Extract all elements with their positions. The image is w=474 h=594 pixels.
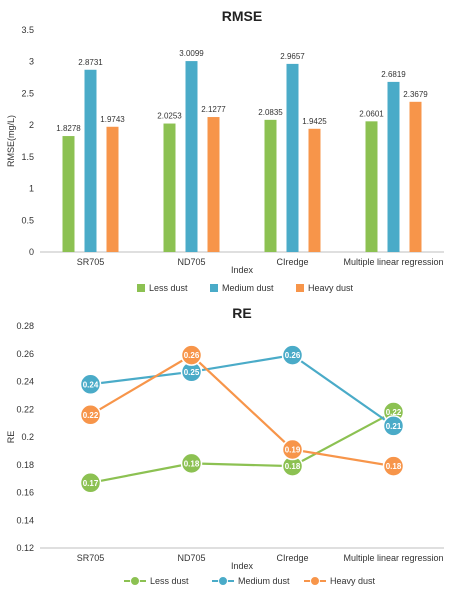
re-data-label: 0.18 — [285, 462, 301, 471]
rmse-x-tick: ND705 — [177, 257, 205, 267]
rmse-bar — [62, 136, 75, 252]
re-point-marker — [382, 455, 405, 477]
re-y-tick: 0.18 — [16, 460, 34, 470]
re-legend-marker — [218, 576, 228, 586]
rmse-x-tick: Multiple linear regression — [343, 257, 443, 267]
rmse-data-label: 1.9743 — [100, 115, 125, 124]
rmse-y-tick: 0.5 — [21, 215, 34, 225]
re-series-line — [90, 411, 395, 484]
rmse-data-label: 1.9425 — [302, 117, 327, 126]
re-data-label: 0.17 — [83, 479, 99, 488]
re-y-tick: 0.26 — [16, 349, 34, 359]
rmse-bar — [286, 63, 299, 252]
re-x-tick: Multiple linear regression — [343, 553, 443, 563]
re-legend-marker — [310, 576, 320, 586]
re-data-label: 0.18 — [184, 459, 200, 468]
re-legend-label: Less dust — [150, 576, 189, 586]
re-data-label: 0.25 — [184, 368, 200, 377]
rmse-bar — [185, 61, 198, 253]
re-x-axis-label: Index — [231, 561, 254, 571]
re-series-line — [89, 353, 394, 468]
rmse-y-tick: 3 — [29, 57, 34, 67]
re-y-tick: 0.28 — [16, 321, 34, 331]
rmse-data-label: 2.8731 — [78, 58, 103, 67]
re-title: RE — [232, 305, 251, 321]
re-y-tick: 0.14 — [16, 515, 34, 525]
rmse-y-tick: 3.5 — [21, 25, 34, 35]
rmse-x-tick: CIredge — [276, 257, 308, 267]
re-data-label: 0.21 — [386, 422, 402, 431]
rmse-data-label: 2.1277 — [201, 105, 226, 114]
rmse-legend-label: Less dust — [149, 283, 188, 293]
rmse-y-tick: 2 — [29, 120, 34, 130]
rmse-bar — [84, 69, 97, 253]
rmse-bar — [106, 126, 119, 252]
rmse-data-label: 2.3679 — [403, 90, 428, 99]
rmse-y-tick: 1.5 — [21, 152, 34, 162]
re-data-label: 0.19 — [285, 445, 301, 454]
rmse-x-tick: SR705 — [77, 257, 105, 267]
re-y-tick: 0.16 — [16, 488, 34, 498]
re-data-label: 0.26 — [285, 351, 301, 360]
re-data-label: 0.24 — [83, 380, 99, 389]
rmse-chart: RMSE 0 0.5 1 1.5 2 2.5 3 3.5 RMSE(mg/L) 1.8278 2.87… — [6, 8, 444, 293]
re-point-marker — [281, 438, 304, 461]
re-y-tick: 0.2 — [21, 432, 34, 442]
rmse-y-tick: 0 — [29, 247, 34, 257]
re-legend-label: Medium dust — [238, 576, 290, 586]
re-data-label: 0.26 — [184, 351, 200, 360]
re-data-label: 0.18 — [386, 462, 402, 471]
rmse-bar — [207, 117, 220, 252]
rmse-data-label: 2.6819 — [381, 70, 406, 79]
rmse-data-label: 2.0253 — [157, 112, 182, 121]
rmse-data-label: 3.0099 — [179, 49, 204, 58]
rmse-data-label: 1.8278 — [56, 124, 81, 133]
re-legend-marker — [130, 576, 140, 586]
re-legend-label: Heavy dust — [330, 576, 376, 586]
rmse-bar — [387, 81, 400, 252]
rmse-bar — [409, 101, 422, 252]
re-x-tick: CIredge — [276, 553, 308, 563]
re-series-line — [90, 353, 395, 427]
rmse-legend-label: Heavy dust — [308, 283, 354, 293]
re-point-marker — [382, 415, 405, 437]
rmse-bar — [308, 128, 321, 252]
rmse-y-tick: 2.5 — [21, 88, 34, 98]
re-data-label: 0.22 — [386, 408, 402, 417]
re-x-tick: SR705 — [77, 553, 105, 563]
rmse-y-tick: 1 — [29, 184, 34, 194]
re-chart: RE 0.12 0.14 0.16 0.18 0.2 0.22 0.24 0.26 0.28 RE S… — [6, 305, 444, 586]
re-point-marker — [79, 472, 102, 494]
rmse-bar — [163, 123, 176, 252]
re-y-tick: 0.12 — [16, 543, 34, 553]
re-point-marker — [79, 404, 102, 426]
re-data-label: 0.22 — [83, 411, 99, 420]
rmse-legend-swatch — [296, 284, 304, 292]
rmse-data-label: 2.0835 — [258, 108, 283, 117]
re-point-marker — [79, 373, 102, 396]
re-y-tick: 0.22 — [16, 404, 34, 414]
rmse-bar — [365, 121, 378, 252]
re-point-marker — [281, 344, 304, 366]
re-x-tick: ND705 — [177, 553, 205, 563]
rmse-title: RMSE — [222, 8, 262, 24]
rmse-data-label: 2.0601 — [359, 109, 384, 118]
rmse-legend-swatch — [137, 284, 145, 292]
re-y-axis-label: RE — [6, 431, 16, 444]
rmse-bar — [264, 119, 277, 252]
rmse-y-axis-label: RMSE(mg/L) — [6, 115, 16, 167]
rmse-legend-label: Medium dust — [222, 283, 274, 293]
re-point-marker — [180, 452, 203, 475]
rmse-x-axis-label: Index — [231, 265, 254, 275]
rmse-data-label: 2.9657 — [280, 52, 305, 61]
re-point-marker — [180, 344, 203, 366]
rmse-legend-swatch — [210, 284, 218, 292]
re-y-tick: 0.24 — [16, 377, 34, 387]
